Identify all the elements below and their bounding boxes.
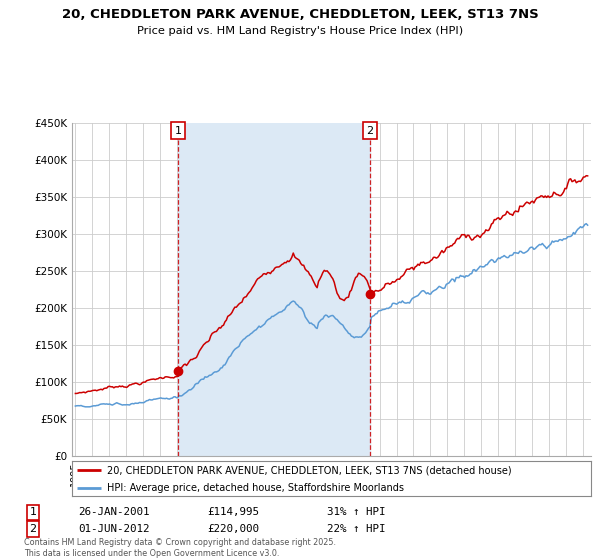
Text: 20, CHEDDLETON PARK AVENUE, CHEDDLETON, LEEK, ST13 7NS: 20, CHEDDLETON PARK AVENUE, CHEDDLETON, … bbox=[62, 8, 538, 21]
Text: 26-JAN-2001: 26-JAN-2001 bbox=[78, 507, 149, 517]
Text: Contains HM Land Registry data © Crown copyright and database right 2025.
This d: Contains HM Land Registry data © Crown c… bbox=[24, 538, 336, 558]
Text: Price paid vs. HM Land Registry's House Price Index (HPI): Price paid vs. HM Land Registry's House … bbox=[137, 26, 463, 36]
Text: £220,000: £220,000 bbox=[207, 524, 259, 534]
Text: 20, CHEDDLETON PARK AVENUE, CHEDDLETON, LEEK, ST13 7NS (detached house): 20, CHEDDLETON PARK AVENUE, CHEDDLETON, … bbox=[107, 465, 512, 475]
Bar bbox=[178, 123, 370, 456]
Text: 22% ↑ HPI: 22% ↑ HPI bbox=[327, 524, 386, 534]
Text: 01-JUN-2012: 01-JUN-2012 bbox=[78, 524, 149, 534]
Text: 2: 2 bbox=[367, 125, 373, 136]
Text: 1: 1 bbox=[29, 507, 37, 517]
Text: £114,995: £114,995 bbox=[207, 507, 259, 517]
Text: HPI: Average price, detached house, Staffordshire Moorlands: HPI: Average price, detached house, Staf… bbox=[107, 483, 404, 493]
Text: 31% ↑ HPI: 31% ↑ HPI bbox=[327, 507, 386, 517]
Text: 2: 2 bbox=[29, 524, 37, 534]
Text: 1: 1 bbox=[175, 125, 181, 136]
